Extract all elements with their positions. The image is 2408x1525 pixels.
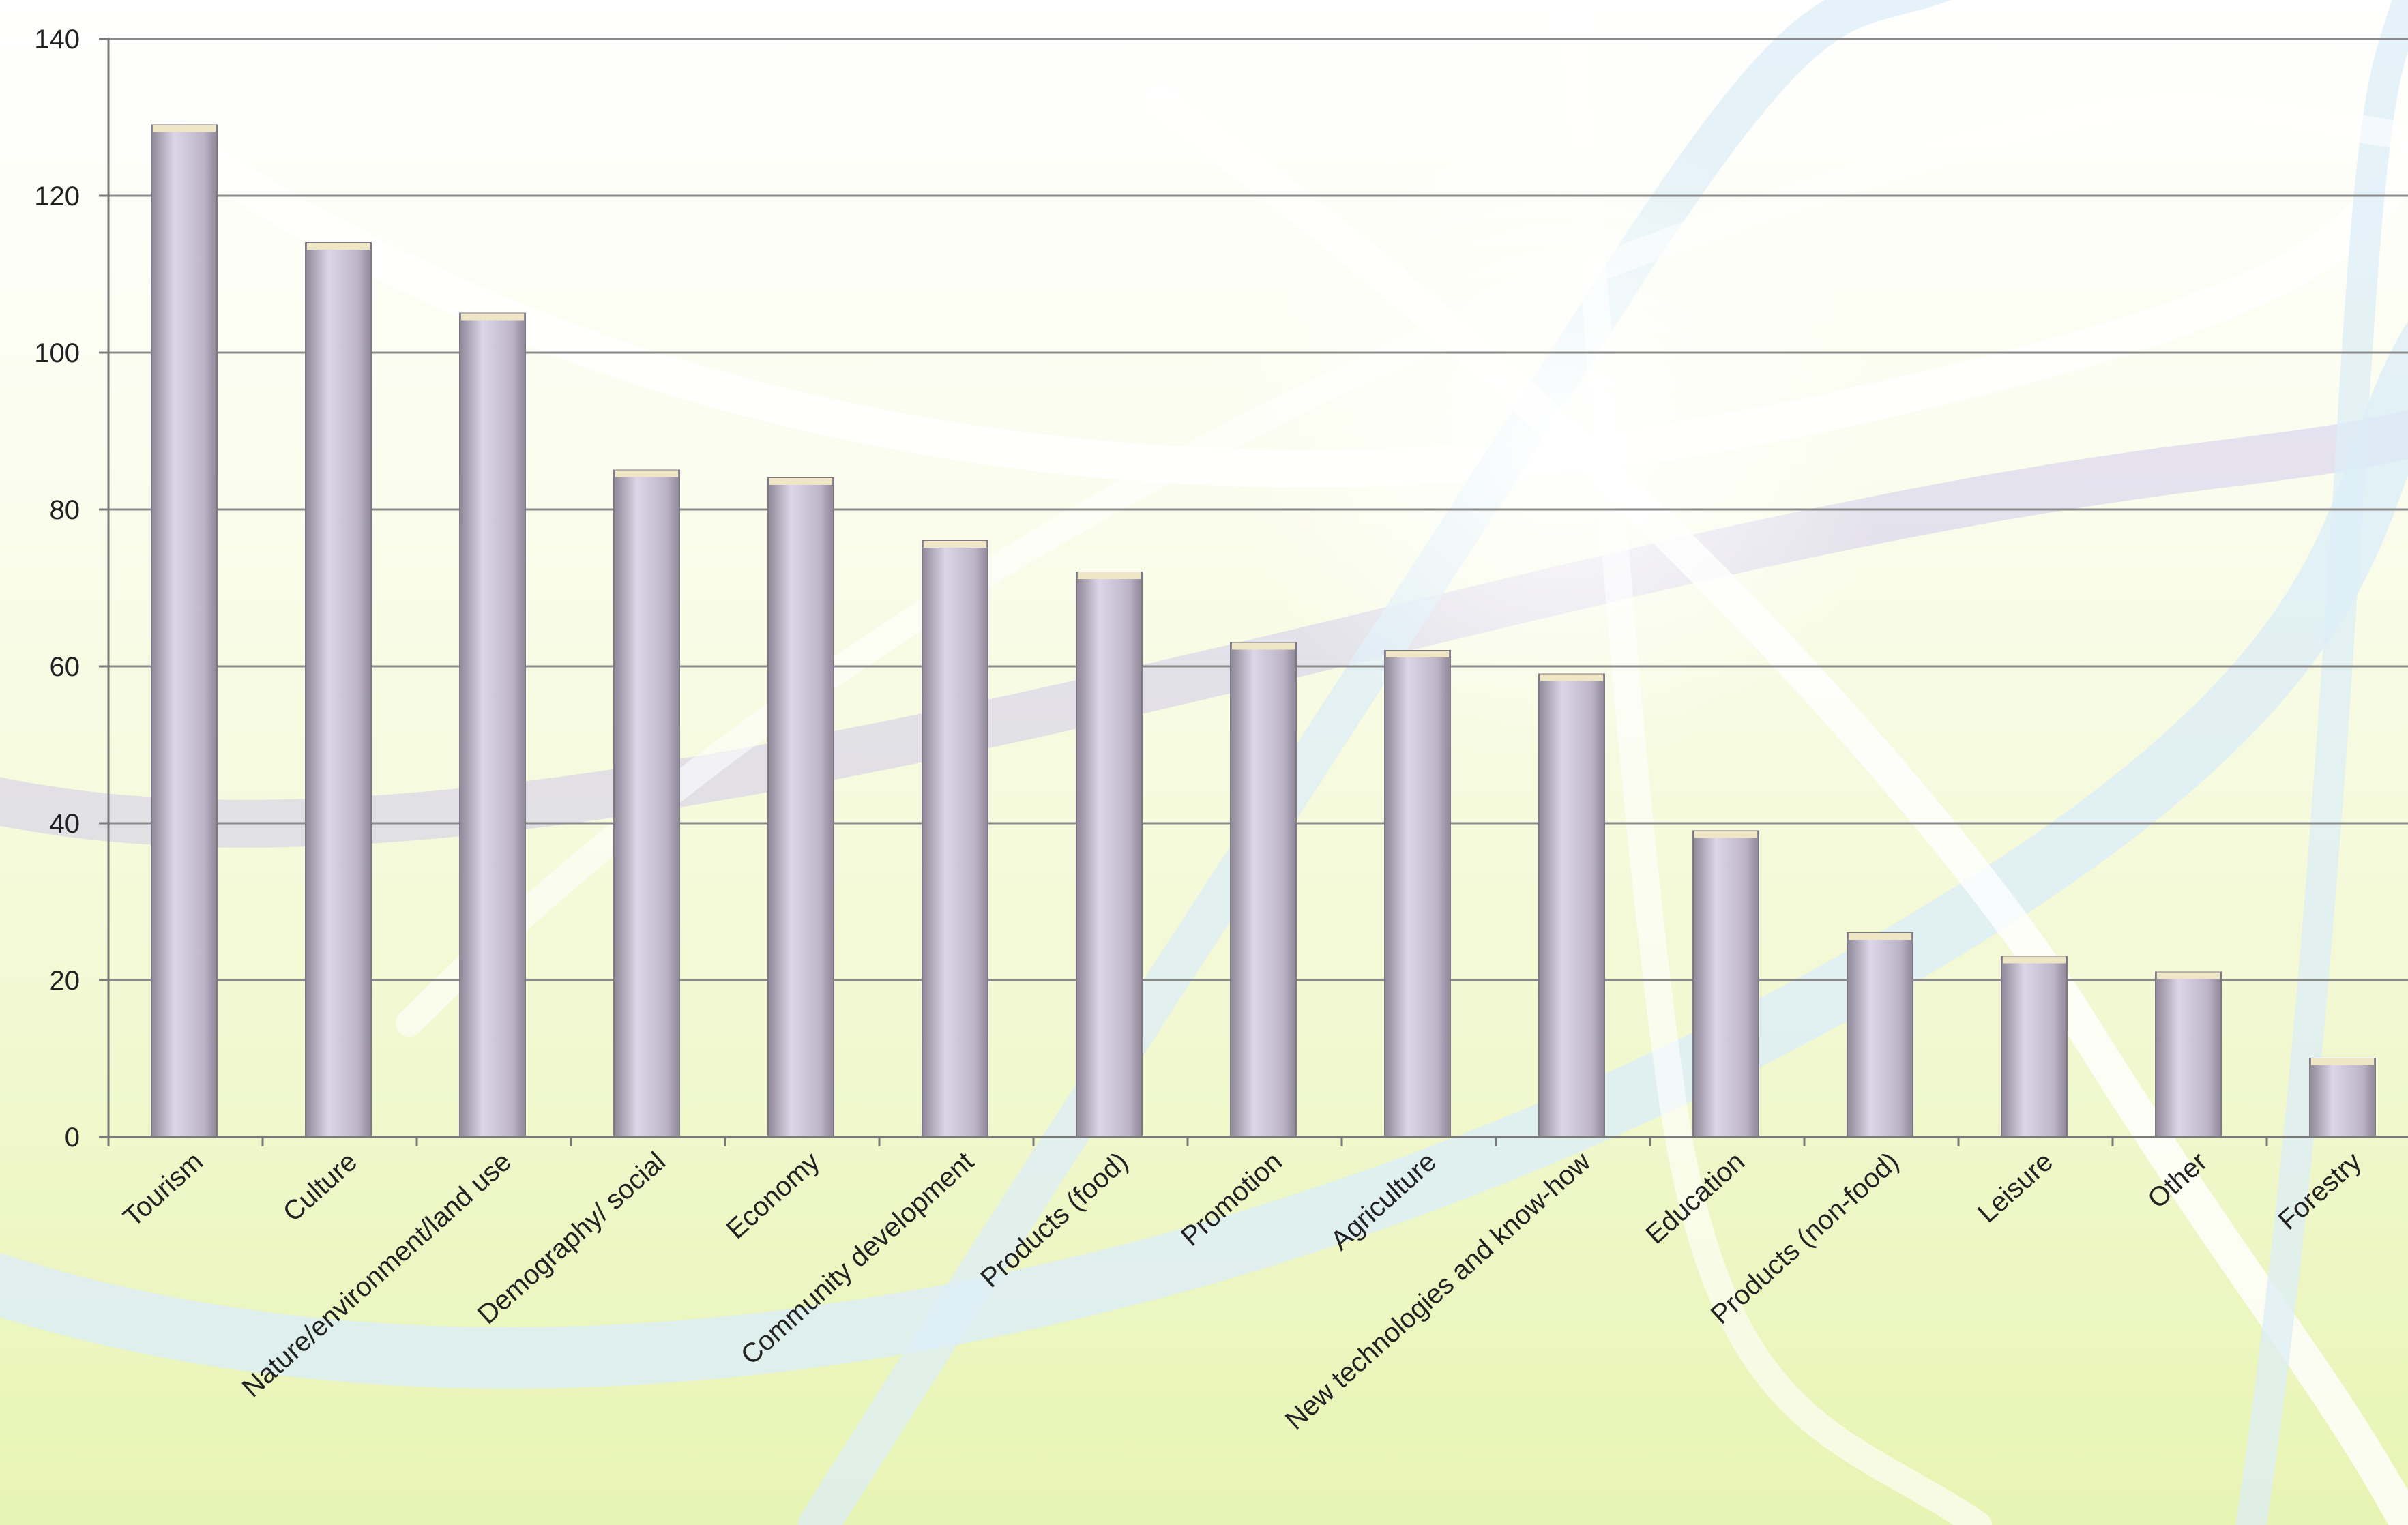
bar-body [1847,932,1913,1138]
bars [151,124,2376,1138]
y-tick-label: 140 [34,25,80,55]
bar [2001,956,2068,1138]
bar-body [2155,971,2222,1138]
y-tick-label: 100 [34,338,80,368]
y-tick-label: 80 [50,495,80,525]
bar [922,540,988,1138]
bar-cap [769,478,832,485]
bar-body [1692,830,1759,1138]
background-swirl [2235,0,2408,1525]
bar [767,477,834,1138]
bar-body [1230,642,1297,1138]
bar-cap [1694,831,1757,838]
bar [2309,1058,2376,1138]
bar-body [1538,673,1605,1138]
bar [2155,971,2222,1138]
y-axis: 0 20 40 60 80 100 120 140 [34,25,110,1153]
bar-body [151,124,218,1138]
y-tick-label: 60 [50,652,80,682]
background-starburst [1235,116,1890,771]
bar-cap [1232,642,1295,650]
bar [1230,642,1297,1138]
bar [305,242,372,1138]
bar [1847,932,1913,1138]
bar-body [459,312,526,1138]
x-tick-label: Leisure [1972,1146,2059,1228]
bar-cap [924,541,986,548]
bar-cap [153,125,216,132]
bar [613,469,680,1138]
bar-body [922,540,988,1138]
bar-cap [1540,674,1603,681]
bar-cap [461,313,524,321]
y-tick-label: 40 [50,809,80,839]
bar-cap [1386,651,1449,657]
bar-cap [2311,1058,2374,1065]
bar-cap [615,470,678,477]
bar [459,312,526,1138]
bar-cap [1078,572,1141,579]
bar-body [1076,572,1143,1138]
bar [1692,830,1759,1138]
bar [151,124,218,1138]
bar-body [1384,650,1451,1138]
bar-body [305,242,372,1138]
y-tick-label: 120 [34,181,80,211]
y-tick-label: 20 [50,966,80,996]
y-tick-label: 0 [65,1123,80,1153]
bar [1076,572,1143,1138]
x-tick-label: Culture [278,1146,363,1228]
bar [1384,650,1451,1138]
bar-cap [307,243,370,250]
bar-cap [2003,956,2066,964]
bar-body [2001,956,2068,1138]
bar-body [613,469,680,1138]
x-tick-label: Economy [721,1146,825,1245]
bar [1538,673,1605,1138]
bar-cap [2157,972,2220,979]
bar-body [767,477,834,1138]
bar-cap [1849,933,1911,940]
x-tick-label: Tourism [118,1146,209,1232]
bar-body [2309,1058,2376,1138]
